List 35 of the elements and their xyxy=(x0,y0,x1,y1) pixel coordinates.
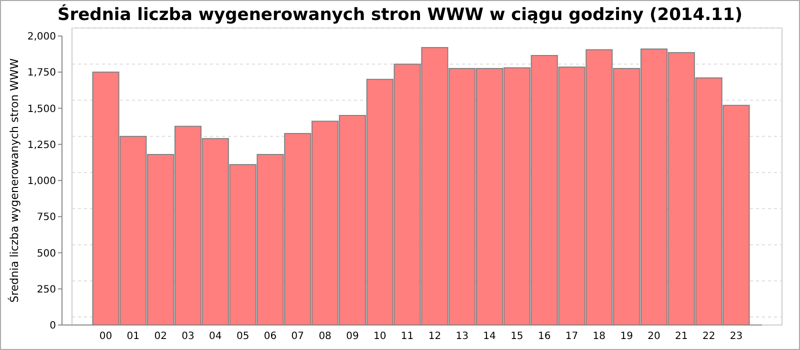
x-tick-label: 09 xyxy=(346,331,359,342)
y-tick-label: 2,000 xyxy=(27,32,56,42)
y-tick-label: 750 xyxy=(36,212,56,224)
y-tick-label: 500 xyxy=(36,248,56,260)
x-tick-label: 06 xyxy=(264,331,277,342)
x-tick-label: 16 xyxy=(538,331,551,342)
y-axis-title: Średnia liczba wygenerowanych stron WWW xyxy=(7,58,21,303)
x-tick-label: 15 xyxy=(510,331,524,342)
x-tick-label: 14 xyxy=(483,331,496,342)
x-tick-label: 12 xyxy=(428,331,442,342)
x-tick-label: 13 xyxy=(456,331,468,342)
x-tick-label: 17 xyxy=(565,331,578,342)
x-tick-label: 23 xyxy=(730,331,743,342)
chart-title: Średnia liczba wygenerowanych stron WWW w ciągu godziny (2014.11) xyxy=(58,4,742,25)
x-tick-label: 20 xyxy=(648,331,660,342)
x-tick-label: 21 xyxy=(675,331,688,342)
y-tick-label: 1,250 xyxy=(27,140,56,151)
x-tick-label: 10 xyxy=(374,331,386,342)
y-tick-label: 1,500 xyxy=(27,104,56,115)
x-tick-label: 08 xyxy=(318,331,332,342)
x-tick-label: 11 xyxy=(400,331,414,342)
y-tick-label: 1,000 xyxy=(27,176,56,187)
x-tick-label: 04 xyxy=(209,331,222,342)
x-tick-label: 18 xyxy=(592,331,606,342)
x-tick-label: 00 xyxy=(99,331,112,342)
x-tick-label: 19 xyxy=(620,331,633,342)
x-tick-label: 22 xyxy=(702,331,716,342)
y-tick-label: 0 xyxy=(50,320,56,332)
x-tick-label: 07 xyxy=(291,331,304,342)
x-tick-label: 01 xyxy=(126,331,140,342)
y-tick-label: 250 xyxy=(36,284,56,296)
x-tick-label: 02 xyxy=(154,331,167,342)
y-tick-label: 1,750 xyxy=(27,68,56,79)
x-tick-label: 03 xyxy=(182,331,194,342)
x-tick-label: 05 xyxy=(236,331,250,342)
